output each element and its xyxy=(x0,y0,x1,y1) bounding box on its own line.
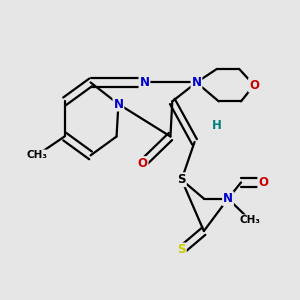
Text: O: O xyxy=(249,79,259,92)
Text: H: H xyxy=(212,119,222,132)
Text: N: N xyxy=(223,192,233,205)
Text: CH₃: CH₃ xyxy=(26,150,47,161)
Text: CH₃: CH₃ xyxy=(240,215,261,225)
Text: O: O xyxy=(258,176,268,189)
Text: N: N xyxy=(113,98,123,111)
Text: N: N xyxy=(140,76,149,89)
Text: S: S xyxy=(177,244,186,256)
Text: S: S xyxy=(177,173,186,186)
Text: O: O xyxy=(138,157,148,170)
Text: N: N xyxy=(191,76,201,89)
